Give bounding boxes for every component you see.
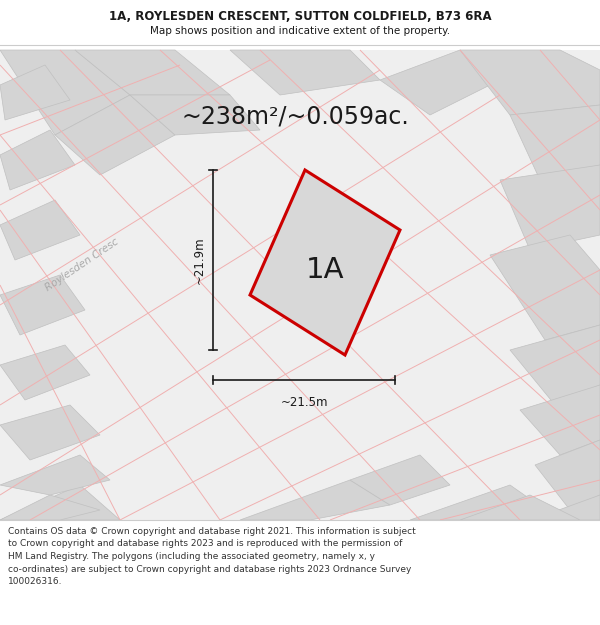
- Polygon shape: [0, 275, 85, 335]
- Text: 1A: 1A: [306, 256, 344, 284]
- Polygon shape: [0, 485, 120, 520]
- Polygon shape: [490, 235, 600, 340]
- Polygon shape: [75, 50, 230, 95]
- Text: 1A, ROYLESDEN CRESCENT, SUTTON COLDFIELD, B73 6RA: 1A, ROYLESDEN CRESCENT, SUTTON COLDFIELD…: [109, 11, 491, 24]
- Polygon shape: [500, 165, 600, 250]
- Polygon shape: [520, 385, 600, 455]
- Polygon shape: [0, 495, 100, 520]
- Polygon shape: [410, 485, 560, 520]
- Polygon shape: [510, 325, 600, 405]
- Polygon shape: [380, 50, 510, 115]
- Polygon shape: [545, 495, 600, 520]
- Polygon shape: [0, 200, 80, 260]
- Polygon shape: [55, 95, 175, 175]
- Text: Contains OS data © Crown copyright and database right 2021. This information is : Contains OS data © Crown copyright and d…: [8, 527, 416, 586]
- Polygon shape: [230, 50, 380, 95]
- Polygon shape: [535, 440, 600, 510]
- Polygon shape: [240, 480, 390, 520]
- Polygon shape: [0, 405, 100, 460]
- Polygon shape: [350, 455, 450, 505]
- Polygon shape: [130, 95, 260, 135]
- Polygon shape: [0, 130, 75, 190]
- Polygon shape: [510, 105, 600, 180]
- Polygon shape: [460, 495, 580, 520]
- Polygon shape: [0, 455, 110, 495]
- Polygon shape: [460, 50, 600, 115]
- Text: Map shows position and indicative extent of the property.: Map shows position and indicative extent…: [150, 26, 450, 36]
- Text: ~21.5m: ~21.5m: [280, 396, 328, 409]
- Text: Roylesden Cresc: Roylesden Cresc: [43, 237, 121, 293]
- Text: ~21.9m: ~21.9m: [193, 236, 205, 284]
- Polygon shape: [0, 50, 130, 135]
- Polygon shape: [250, 170, 400, 355]
- Polygon shape: [0, 65, 70, 120]
- Text: ~238m²/~0.059ac.: ~238m²/~0.059ac.: [181, 105, 409, 129]
- Bar: [0, 50, 600, 520]
- Polygon shape: [0, 345, 90, 400]
